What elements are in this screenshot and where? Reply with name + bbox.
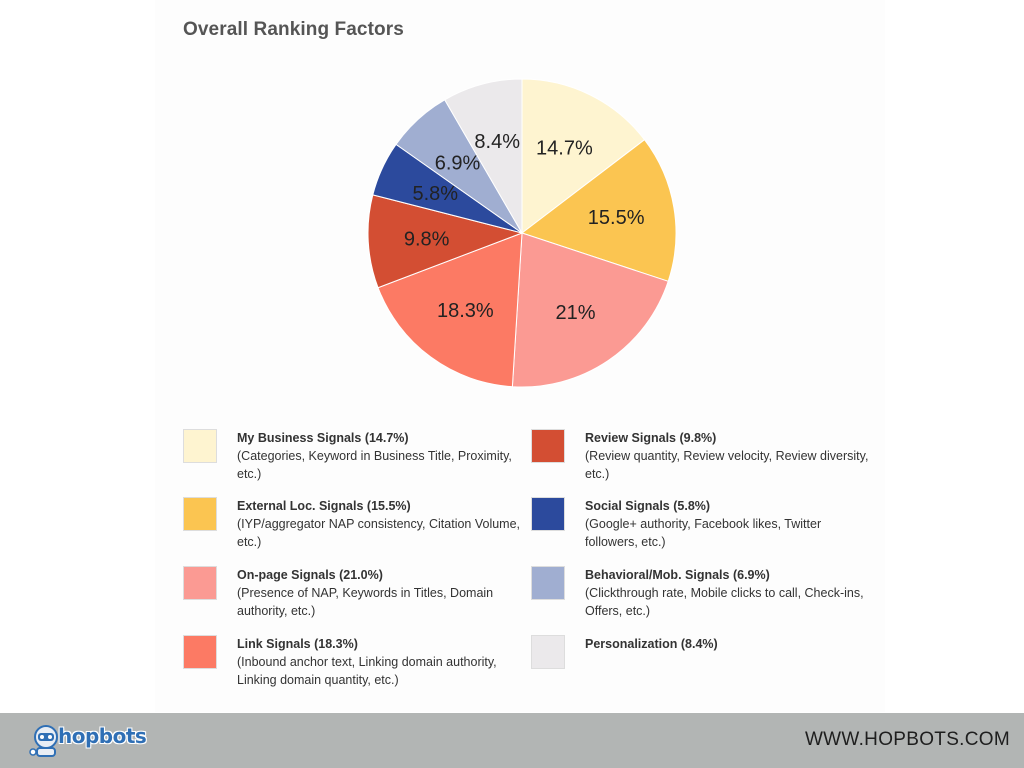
legend-item[interactable]: External Loc. Signals (15.5%) (IYP/aggreg… <box>183 497 520 559</box>
legend-item[interactable]: Link Signals (18.3%) (Inbound anchor text… <box>183 635 513 697</box>
pie-slices <box>367 78 677 388</box>
chart-title: Overall Ranking Factors <box>183 19 404 40</box>
legend-name: My Business Signals (14.7%) <box>237 431 409 445</box>
legend-description: (Review quantity, Review velocity, Revie… <box>585 449 869 481</box>
legend-swatch <box>183 429 217 463</box>
legend-item[interactable]: Social Signals (5.8%) (Google+ authority,… <box>531 497 861 559</box>
pie-slice-label: 15.5% <box>588 207 645 229</box>
pie-labels: 14.7% 15.5% 21% 18.3% 9.8% 5.8% 6.9%8.4% <box>404 131 645 324</box>
pie-slice[interactable] <box>444 78 523 235</box>
legend-swatch <box>531 429 565 463</box>
site-url[interactable]: WWW.HOPBOTS.COM <box>804 729 1010 750</box>
pie-slice[interactable] <box>520 138 677 282</box>
pie-slice[interactable] <box>511 232 669 388</box>
legend-name: Link Signals (18.3%) <box>237 637 358 651</box>
legend-swatch <box>531 635 565 669</box>
legend-item[interactable]: On-page Signals (21.0%) (Presence of NAP,… <box>183 566 513 628</box>
pie-slice[interactable] <box>367 194 524 289</box>
legend-item[interactable]: Personalization (8.4%) <box>531 635 861 697</box>
legend-item[interactable]: Behavioral/Mob. Signals (6.9%) (Clickthro… <box>531 566 864 628</box>
legend-text: Review Signals (9.8%) (Review quantity, R… <box>585 429 875 483</box>
legend-swatch <box>531 497 565 531</box>
pie-slice-label: 8.4% <box>474 131 520 153</box>
pie-slice-label: 6.9% <box>435 153 481 175</box>
legend-name: Review Signals (9.8%) <box>585 431 717 445</box>
pie-slice-label: 9.8% <box>404 228 450 250</box>
pie-chart: 14.7% 15.5% 21% 18.3% 9.8% 5.8% 6.9%8.4% <box>367 78 677 388</box>
legend-swatch <box>531 566 565 600</box>
legend-swatch <box>183 635 217 669</box>
legend-name: Social Signals (5.8%) <box>585 499 711 513</box>
legend-text: Personalization (8.4%) <box>585 635 875 653</box>
legend-item[interactable]: Review Signals (9.8%) (Review quantity, R… <box>531 429 868 491</box>
pie-slice-label: 18.3% <box>437 300 494 322</box>
pie-slice[interactable] <box>377 232 523 388</box>
footer-bar: hopbots WWW.HOPBOTS.COM <box>0 713 1024 768</box>
pie-slice-label: 21% <box>555 302 595 324</box>
legend-name: On-page Signals (21.0%) <box>237 568 383 582</box>
legend-swatch <box>183 566 217 600</box>
legend-text: Behavioral/Mob. Signals (6.9%) (Clickthro… <box>585 566 875 620</box>
legend-text: Social Signals (5.8%) (Google+ authority,… <box>585 497 875 551</box>
legend-name: External Loc. Signals (15.5%) <box>237 499 411 513</box>
logo-text[interactable]: hopbots <box>58 724 147 748</box>
pie-slice-label: 5.8% <box>412 183 458 205</box>
legend-text: On-page Signals (21.0%) (Presence of NAP,… <box>237 566 527 620</box>
legend-swatch <box>183 497 217 531</box>
legend-description: (Google+ authority, Facebook likes, Twit… <box>585 517 822 549</box>
pie-slice-label: 14.7% <box>536 137 593 159</box>
legend-name: Personalization (8.4%) <box>585 637 718 651</box>
legend-description: (Presence of NAP, Keywords in Titles, Do… <box>237 586 494 618</box>
legend-description: (Categories, Keyword in Business Title, … <box>237 449 512 481</box>
legend-text: Link Signals (18.3%) (Inbound anchor text… <box>237 635 527 689</box>
legend-name: Behavioral/Mob. Signals (6.9%) <box>585 568 770 582</box>
legend-description: (Clickthrough rate, Mobile clicks to cal… <box>585 586 864 618</box>
pie-slice[interactable] <box>521 78 646 235</box>
legend-text: External Loc. Signals (15.5%) (IYP/aggreg… <box>237 497 527 551</box>
robot-mascot-icon[interactable] <box>28 719 148 761</box>
legend-description: (Inbound anchor text, Linking domain aut… <box>237 655 497 687</box>
legend-description: (IYP/aggregator NAP consistency, Citatio… <box>237 517 521 549</box>
legend-text: My Business Signals (14.7%) (Categories, … <box>237 429 527 483</box>
legend-item[interactable]: My Business Signals (14.7%) (Categories, … <box>183 429 513 491</box>
